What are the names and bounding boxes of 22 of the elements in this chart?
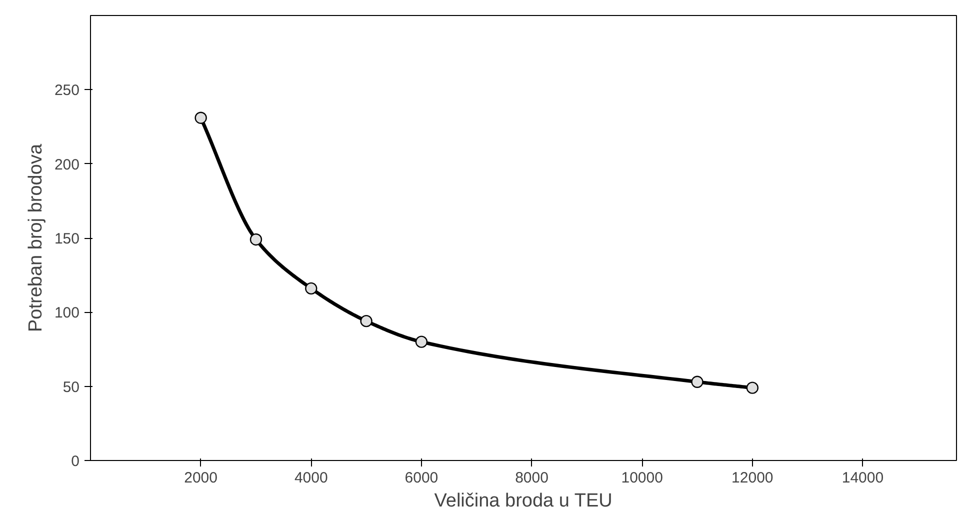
y-tick-label: 150 <box>54 230 80 248</box>
point <box>360 314 372 328</box>
x-tick-label: 12000 <box>732 470 774 486</box>
point <box>415 336 428 348</box>
x-tick-label: 8000 <box>515 470 548 486</box>
y-tick-label: 50 <box>62 378 80 396</box>
x-tick-label: 10000 <box>621 470 663 486</box>
point <box>691 376 704 388</box>
point <box>194 112 207 124</box>
point <box>746 382 759 394</box>
x-tick-label: 4000 <box>294 470 328 486</box>
x-tick-label: 6000 <box>404 470 438 486</box>
y-axis-title: Potreban broj brodova <box>25 144 46 332</box>
y-tick-label: 250 <box>54 82 80 100</box>
y-tick-label: 100 <box>54 304 80 322</box>
point <box>305 282 318 295</box>
y-tick-label: 0 <box>71 453 80 470</box>
y-tick-label: 200 <box>54 156 80 174</box>
x-tick-label: 14000 <box>842 470 884 486</box>
x-axis-title: Veličina broda u TEU <box>434 490 612 512</box>
point <box>250 233 262 246</box>
x-tick-label: 2000 <box>184 470 218 486</box>
